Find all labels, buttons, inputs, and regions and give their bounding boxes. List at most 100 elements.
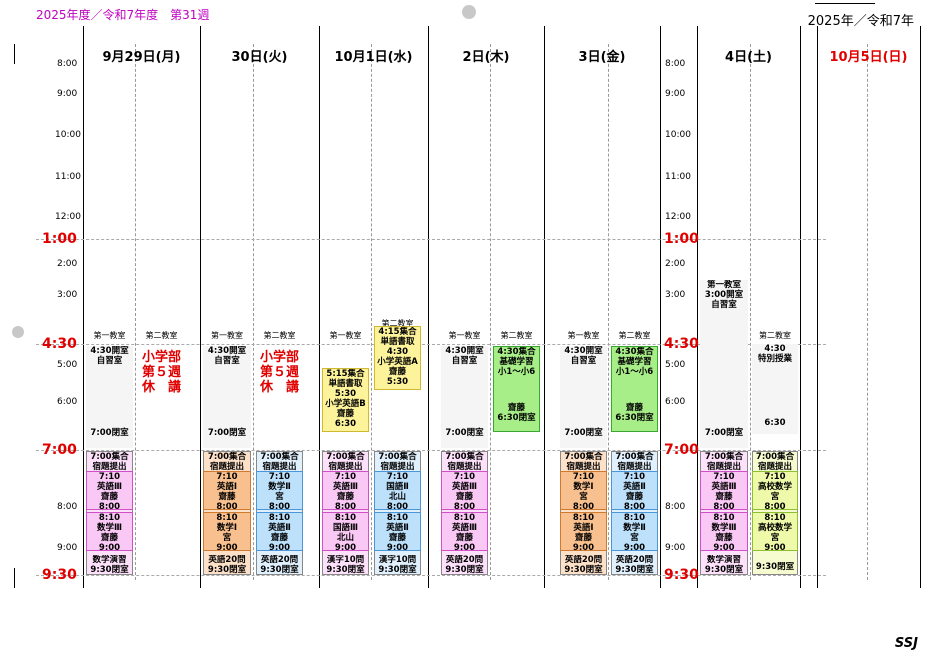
subcolumn-line <box>608 44 609 580</box>
column-line <box>428 26 429 588</box>
calendar-year-label: 2025年／令和7年 <box>807 14 914 29</box>
closing-note: 漢字10問 9:30閉室 <box>378 555 417 575</box>
day-label-tue: 30日(火) <box>231 50 288 65</box>
day-label-wed: 10月1日(水) <box>334 50 413 65</box>
time-label: 10:00 <box>665 130 691 140</box>
time-label: 6:00 <box>57 397 78 407</box>
class-english-b[interactable]: 5:15集合 単語書取 5:30 小学英語B 齋藤 6:30 <box>322 368 369 432</box>
subcolumn-line <box>371 44 372 580</box>
bold-time-label: 9:30 <box>664 567 699 583</box>
time-label: 11:00 <box>55 172 81 182</box>
column-line <box>319 26 320 588</box>
class-eigo3[interactable]: 8:10 英語Ⅲ 齋藤 9:00 <box>441 512 488 551</box>
time-label: 9:00 <box>57 543 78 553</box>
closing-note: 英語20問 9:30閉室 <box>207 555 247 575</box>
time-label: 9:00 <box>665 543 686 553</box>
class-sugaku1[interactable]: 8:10 数学Ⅰ 宮 9:00 <box>203 512 251 551</box>
closing-note: 英語20問 9:30閉室 <box>615 555 654 575</box>
subcolumn-line <box>253 44 254 580</box>
bold-time-label: 7:00 <box>42 442 77 458</box>
closing-note: 英語20問 9:30閉室 <box>564 555 603 575</box>
day-label-sat: 4日(土) <box>725 50 772 65</box>
class-kosugaku[interactable]: 8:10 高校数学宮 9:00 <box>752 512 798 551</box>
class-eigo3[interactable]: 7:10 英語Ⅲ 齋藤 8:00 <box>86 471 133 510</box>
special-class-block[interactable]: 4:30 特別授業 6:30 <box>752 344 798 434</box>
closing-note: 数学演習 9:30閉室 <box>90 555 129 575</box>
class-kiso-gakushu[interactable]: 4:30集合 基礎学習 小1～小6 齋藤 6:30閉室 <box>611 346 658 432</box>
time-label: 11:00 <box>665 172 691 182</box>
time-label: 8:00 <box>665 502 686 512</box>
class-eigo1[interactable]: 7:10 英語Ⅰ 齋藤 8:00 <box>203 471 251 510</box>
column-line <box>660 26 661 588</box>
room-label-first: 第一教室 <box>567 331 600 340</box>
subcolumn-line <box>135 44 136 580</box>
class-english-a[interactable]: 4:15集合 単語書取 4:30 小学英語A 齋藤 5:30 <box>374 326 421 390</box>
day-label-fri: 3日(金) <box>578 50 626 65</box>
line-1-00 <box>36 239 826 240</box>
day-label-thu: 2日(木) <box>462 50 510 65</box>
line-9-30 <box>36 575 826 576</box>
class-eigo2[interactable]: 8:10 英語Ⅱ 齋藤 9:00 <box>374 512 421 551</box>
time-label: 2:00 <box>665 259 686 269</box>
bold-time-label: 4:30 <box>664 336 699 352</box>
binder-hole-icon <box>12 326 24 338</box>
room-label-second: 第二教室 <box>263 331 296 340</box>
day-label-sun: 10月5日(日) <box>829 50 908 65</box>
closing-note: 漢字10問 9:30閉室 <box>326 555 365 575</box>
fiscal-year-week-label: 2025年度／令和7年度 第31週 <box>36 8 210 22</box>
self-study-block[interactable]: 4:30開室 自習室 7:00閉室 <box>86 346 133 448</box>
column-line <box>200 26 201 588</box>
column-line <box>697 26 698 588</box>
column-line <box>817 26 818 588</box>
elementary-closed-notice: 小学部 第５週休 講 <box>259 350 299 395</box>
bold-time-label: 1:00 <box>664 231 699 247</box>
time-label: 12:00 <box>665 212 691 222</box>
bold-time-label: 9:30 <box>42 567 77 583</box>
class-kokugo3[interactable]: 8:10 国語Ⅲ 北山 9:00 <box>322 512 369 551</box>
time-label: 8:00 <box>665 59 686 69</box>
self-study-block[interactable]: 第一教室 3:00開室 自習室 7:00閉室 <box>700 280 748 448</box>
bold-time-label: 1:00 <box>42 231 77 247</box>
self-study-block[interactable]: 4:30開室 自習室 7:00閉室 <box>560 346 607 448</box>
class-sugaku2[interactable]: 8:10 数学Ⅱ 宮 9:00 <box>611 512 658 551</box>
time-label: 3:00 <box>57 290 78 300</box>
line-4-30 <box>36 344 826 345</box>
subcolumn-line <box>867 44 868 580</box>
day-label-mon: 9月29日(月) <box>102 50 181 65</box>
class-kiso-gakushu[interactable]: 4:30集合 基礎学習 小1～小6 齋藤 6:30閉室 <box>493 346 540 432</box>
room-label-second: 第二教室 <box>500 331 533 340</box>
time-label: 6:00 <box>665 397 686 407</box>
margin-tick <box>14 44 15 64</box>
class-sugaku2[interactable]: 7:10 数学Ⅱ 宮 8:00 <box>256 471 303 510</box>
class-eigo2[interactable]: 8:10 英語Ⅱ 齋藤 9:00 <box>256 512 303 551</box>
class-sugaku1[interactable]: 7:10 数学Ⅰ 宮 8:00 <box>560 471 607 510</box>
line-7-00 <box>36 450 826 451</box>
margin-tick <box>14 568 15 588</box>
self-study-block[interactable]: 4:30開室 自習室 7:00閉室 <box>441 346 488 448</box>
room-label-first: 第一教室 <box>448 331 481 340</box>
bold-time-label: 7:00 <box>664 442 699 458</box>
room-label-first: 第一教室 <box>93 331 126 340</box>
class-kokugo2[interactable]: 7:10 国語Ⅱ 北山 8:00 <box>374 471 421 510</box>
time-label: 3:00 <box>665 290 686 300</box>
time-label: 10:00 <box>55 130 81 140</box>
binder-hole-icon <box>462 5 476 19</box>
class-eigo1[interactable]: 8:10 英語Ⅰ 齋藤 9:00 <box>560 512 607 551</box>
class-sugaku3[interactable]: 8:10 数学Ⅲ 齋藤 9:00 <box>86 512 133 551</box>
column-line <box>544 26 545 588</box>
room-label-second: 第二教室 <box>759 331 791 340</box>
class-eigo2[interactable]: 7:10 英語Ⅱ 齋藤 8:00 <box>611 471 658 510</box>
class-eigo3[interactable]: 7:10 英語Ⅲ 齋藤 8:00 <box>441 471 488 510</box>
class-eigo3[interactable]: 7:10 英語Ⅲ 齋藤 8:00 <box>322 471 369 510</box>
class-sugaku3[interactable]: 8:10 数学Ⅲ 齋藤 9:00 <box>700 512 748 551</box>
self-study-block[interactable]: 4:30開室 自習室 7:00閉室 <box>203 346 251 448</box>
elementary-closed-notice: 小学部 第５週休 講 <box>141 350 181 395</box>
closing-note: 9:30閉室 <box>755 562 795 572</box>
time-label: 12:00 <box>55 212 81 222</box>
column-line <box>800 26 801 588</box>
class-eigo3[interactable]: 7:10 英語Ⅲ 齋藤 8:00 <box>700 471 748 510</box>
closing-note: 数学演習 9:30閉室 <box>704 555 744 575</box>
bold-time-label: 4:30 <box>42 336 77 352</box>
subcolumn-line <box>490 44 491 580</box>
class-kosugaku[interactable]: 7:10 高校数学宮 8:00 <box>752 471 798 510</box>
